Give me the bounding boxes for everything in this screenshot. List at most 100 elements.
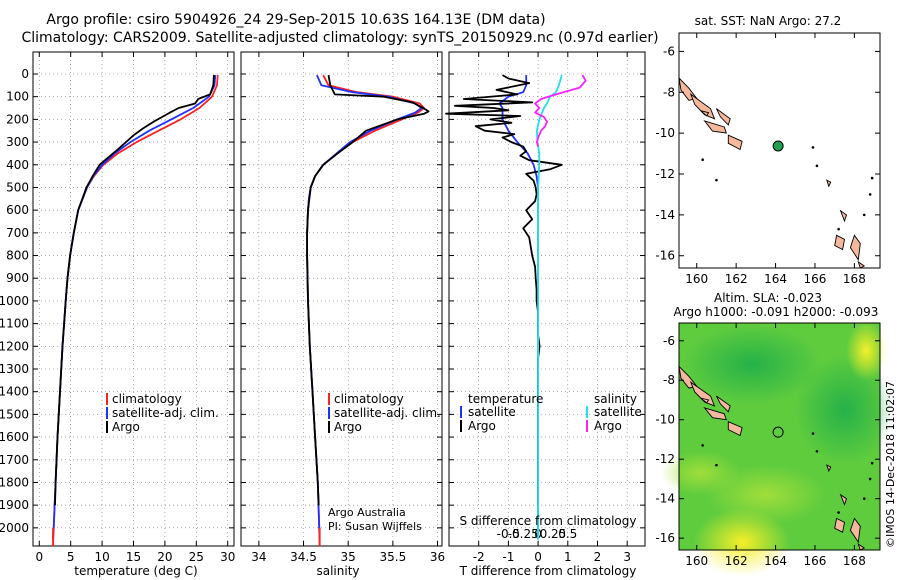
sst-map: 160 162 164 166 168 -6 -8 -10 -12 -14 -16 [655, 32, 881, 286]
temperature-xlabel: temperature (deg C) [74, 564, 197, 578]
depth-tick-label: 1000 [0, 294, 29, 308]
small-island [811, 146, 815, 149]
map-y-tick-label: -14 [655, 492, 675, 506]
map-x-tick-label: 166 [804, 272, 827, 286]
legend-label: Argo [594, 419, 622, 433]
map-y-tick-label: -6 [663, 44, 675, 58]
series-line-climatology [306, 74, 426, 540]
small-island [837, 511, 840, 514]
salinity-legend: climatology satellite-adj. clim. Argo Ar… [328, 392, 441, 533]
legend-label: Argo [468, 419, 496, 433]
sla-blob [694, 508, 791, 577]
small-island [815, 450, 819, 453]
small-island [868, 477, 872, 481]
x-tick-label: 2 [594, 550, 602, 564]
salinity-xlabel: salinity [316, 564, 359, 578]
map-frame [678, 32, 881, 269]
series-line-satellite-adj-clim- [306, 74, 423, 540]
sla-blob [705, 464, 826, 525]
map-y-tick-label: -16 [655, 249, 675, 263]
island [700, 397, 710, 404]
x-tick-label: 15 [126, 550, 141, 564]
island [703, 120, 727, 134]
credit-text: ©IMOS 14-Dec-2018 11:02:07 [884, 381, 897, 548]
legend-title-salinity: salinity [594, 392, 637, 406]
legend-label: satellite-adj. clim. [334, 406, 441, 420]
legend-label: satellite [594, 405, 642, 419]
map-frame [678, 322, 881, 551]
map-x-tick-label: 162 [725, 554, 748, 568]
x-tick-label: 3 [623, 550, 631, 564]
depth-tick-label: 1700 [0, 453, 29, 467]
small-island [868, 193, 872, 196]
legend-swatch-s-sat [586, 406, 588, 418]
sla-blob [681, 324, 822, 405]
x-tick-label: 35 [341, 550, 356, 564]
island [826, 464, 832, 473]
series-line-argo [54, 75, 215, 506]
small-island [715, 463, 718, 467]
small-island [870, 176, 874, 180]
map-x-tick-label: 168 [843, 554, 866, 568]
small-island [701, 158, 704, 161]
depth-tick-label: 200 [6, 112, 29, 126]
legend-title-temperature: temperature [468, 392, 543, 406]
small-island [837, 227, 840, 231]
x-tick-label: 0 [534, 550, 542, 564]
map-y-tick-label: -8 [663, 373, 675, 387]
depth-tick-label: 1200 [0, 339, 29, 353]
legend-label: climatology [112, 392, 182, 406]
depth-tick-label: 700 [6, 226, 29, 240]
depth-axis: 0 100 200 300 400 500 600 700 800 900 1000 1100 1200… [0, 67, 29, 535]
island [715, 108, 731, 126]
island [839, 209, 848, 223]
depth-tick-label: 2000 [0, 521, 29, 535]
island [857, 260, 866, 269]
island [849, 234, 861, 262]
depth-tick-label: 1600 [0, 430, 29, 444]
x-tick-label: 25 [189, 550, 204, 564]
x-tick-label: 0 [35, 550, 43, 564]
temperature-legend: climatology satellite-adj. clim. Argo [106, 392, 219, 434]
x-tick-label: 34.5 [290, 550, 317, 564]
legend-label: satellite [468, 405, 516, 419]
map-y-tick-label: -10 [655, 126, 675, 140]
map-x-tick-label: 168 [843, 272, 866, 286]
depth-tick-label: 400 [6, 158, 29, 172]
depth-tick-label: 500 [6, 180, 29, 194]
island [727, 421, 743, 437]
legend-swatch-clim [328, 393, 330, 405]
difference-xlabel-top: S difference from climatology [460, 514, 637, 528]
legend-label: satellite-adj. clim. [112, 406, 219, 420]
legend-swatch-t-argo [460, 420, 462, 432]
island [839, 493, 848, 506]
series-line-s-argo [534, 74, 587, 147]
depth-tick-label: 0 [21, 67, 29, 81]
salinity-diff-tick-label: 0.5 [558, 527, 577, 541]
map-y-tick-label: -8 [663, 85, 675, 99]
depth-tick-label: 100 [6, 90, 29, 104]
depth-tick-label: 1400 [0, 385, 29, 399]
depth-tick-label: 300 [6, 135, 29, 149]
salinity-note-2: PI: Susan Wijffels [328, 520, 422, 533]
series-line-satellite-adj-clim- [52, 75, 217, 540]
x-tick-label: 34 [251, 550, 266, 564]
map-x-tick-label: 162 [725, 272, 748, 286]
argo-position-marker [772, 140, 784, 152]
difference-xlabel: T difference from climatology [459, 564, 637, 578]
legend-swatch-clim [106, 393, 108, 405]
small-island [870, 461, 874, 465]
depth-tick-label: 600 [6, 203, 29, 217]
x-tick-label: -1 [502, 550, 514, 564]
salinity-panel: 34 34.5 35 35.5 36 [240, 51, 445, 564]
x-tick-label: 30 [220, 550, 235, 564]
island [700, 110, 710, 117]
small-island [815, 164, 819, 168]
depth-tick-label: 900 [6, 271, 29, 285]
island [703, 407, 727, 421]
salinity-diff-tick-label: -0.5 [497, 527, 520, 541]
series-line-s-satellite [536, 74, 563, 540]
x-tick-label: 1 [564, 550, 572, 564]
sla-map: 160 162 164 166 168 -6 -8 -10 -12 -14 -16 [655, 320, 895, 577]
